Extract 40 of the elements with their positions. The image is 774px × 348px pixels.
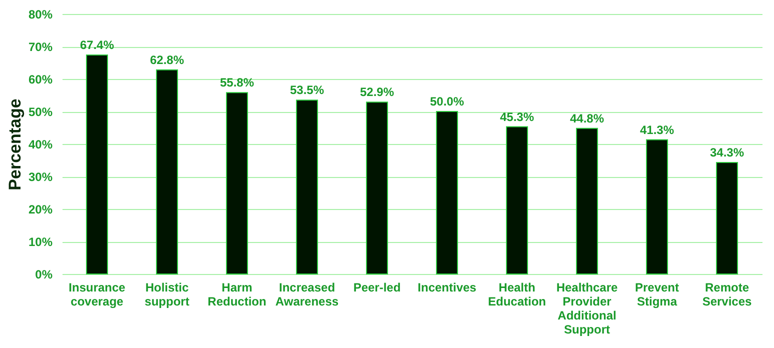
x-tick-label: Increased Awareness (275, 280, 339, 308)
data-label: 50.0% (430, 94, 464, 108)
data-label: 41.3% (640, 122, 674, 137)
y-tick-label: 70% (28, 40, 53, 54)
x-tick-label: Remote Services (702, 280, 752, 308)
x-tick-label: Peer-led (353, 280, 401, 294)
data-label: 34.3% (710, 146, 744, 160)
bar (576, 128, 598, 274)
y-tick-label: 0% (35, 268, 53, 282)
x-tick-label: Health Education (488, 280, 546, 308)
bar (86, 54, 108, 274)
y-tick-label: 20% (28, 202, 53, 216)
bar (436, 111, 458, 274)
x-tick-label: Harm Reduction (208, 280, 266, 308)
x-tick-label: Incentives (418, 280, 477, 294)
data-label: 55.8% (220, 76, 254, 90)
x-tick-label: Insurance coverage (68, 280, 126, 308)
data-label: 53.5% (290, 83, 324, 98)
x-tick-label: Healthcare Provider Additional Support (556, 280, 618, 336)
x-tick-label: Prevent Stigma (634, 280, 680, 308)
bar (646, 139, 668, 274)
data-label: 44.8% (570, 111, 604, 126)
bar (716, 162, 738, 274)
data-label: 62.8% (150, 52, 184, 67)
y-tick-label: 80% (28, 8, 53, 22)
y-tick-label: 50% (28, 105, 53, 119)
y-tick-label: 10% (28, 235, 53, 249)
bar (226, 92, 248, 274)
y-axis-title: Percentage (5, 98, 24, 190)
data-label: 67.4% (80, 38, 114, 52)
bar (366, 102, 388, 274)
data-label: 45.3% (500, 110, 534, 124)
data-label: 52.9% (360, 85, 394, 100)
bar (296, 100, 318, 274)
y-tick-label: 30% (28, 170, 53, 184)
y-tick-label: 40% (28, 138, 53, 152)
x-tick-label: Holistic support (144, 280, 190, 308)
bar (506, 126, 528, 274)
bar (156, 69, 178, 274)
y-tick-label: 60% (28, 72, 53, 86)
